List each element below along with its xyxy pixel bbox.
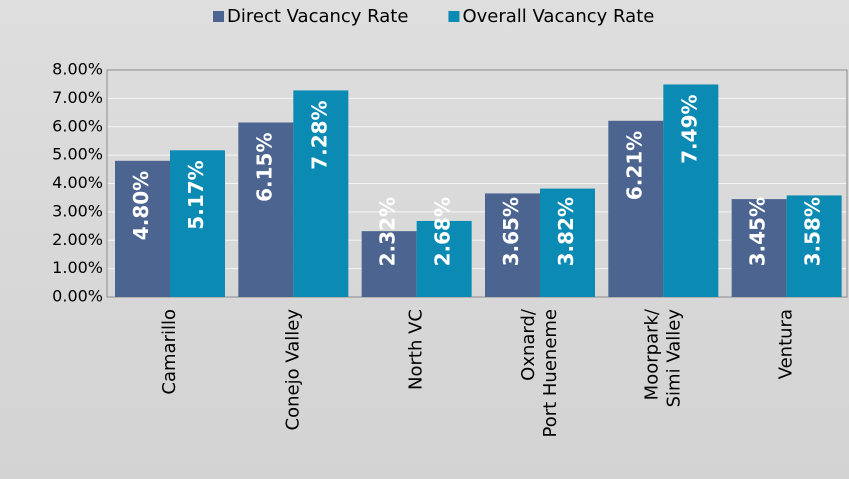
- y-tick-label: 8.00%: [52, 60, 103, 79]
- data-label: 3.65%: [499, 197, 523, 266]
- plot-border: [106, 69, 848, 298]
- bar: [361, 231, 417, 297]
- y-tick-label: 4.00%: [52, 173, 103, 192]
- bar: [238, 122, 294, 298]
- legend-label: Direct Vacancy Rate: [227, 6, 408, 27]
- bar: [663, 84, 719, 297]
- legend-swatch: [213, 11, 224, 22]
- legend-swatch: [448, 11, 460, 22]
- bar: [608, 120, 664, 297]
- data-label: 5.17%: [184, 160, 208, 229]
- data-label: 3.45%: [746, 197, 770, 266]
- data-label: 6.21%: [622, 131, 646, 200]
- x-tick-label: Camarillo: [159, 309, 180, 395]
- data-label: 3.58%: [801, 197, 825, 266]
- bar: [786, 195, 842, 297]
- data-label: 7.49%: [677, 94, 701, 163]
- y-tick-label: 6.00%: [52, 116, 103, 135]
- data-label: 6.15%: [252, 132, 276, 201]
- x-tick-label: Conejo Valley: [282, 309, 303, 431]
- legend-label: Overall Vacancy Rate: [462, 6, 654, 27]
- bar: [416, 220, 472, 297]
- data-label: 3.82%: [554, 197, 578, 266]
- x-tick-label: North VC: [406, 309, 427, 390]
- data-label: 7.28%: [307, 100, 331, 169]
- bar: [485, 193, 540, 297]
- x-tick-label: Moorpark/Simi Valley: [641, 308, 684, 407]
- data-label: 4.80%: [129, 171, 153, 240]
- y-tick-label: 2.00%: [52, 230, 103, 249]
- bar: [170, 150, 225, 297]
- x-tick-label: Ventura: [776, 309, 797, 379]
- data-label: 2.68%: [431, 197, 455, 266]
- y-tick-label: 0.00%: [52, 287, 103, 306]
- y-tick-label: 3.00%: [52, 201, 103, 220]
- data-label: 2.32%: [376, 197, 400, 266]
- y-tick-label: 7.00%: [52, 88, 103, 107]
- y-tick-label: 5.00%: [52, 145, 103, 164]
- x-tick-label: Oxnard/Port Hueneme: [518, 308, 561, 437]
- bar: [540, 188, 595, 297]
- y-tick-label: 1.00%: [52, 258, 103, 277]
- bar: [731, 199, 787, 297]
- bar: [115, 160, 170, 297]
- bar: [293, 90, 349, 298]
